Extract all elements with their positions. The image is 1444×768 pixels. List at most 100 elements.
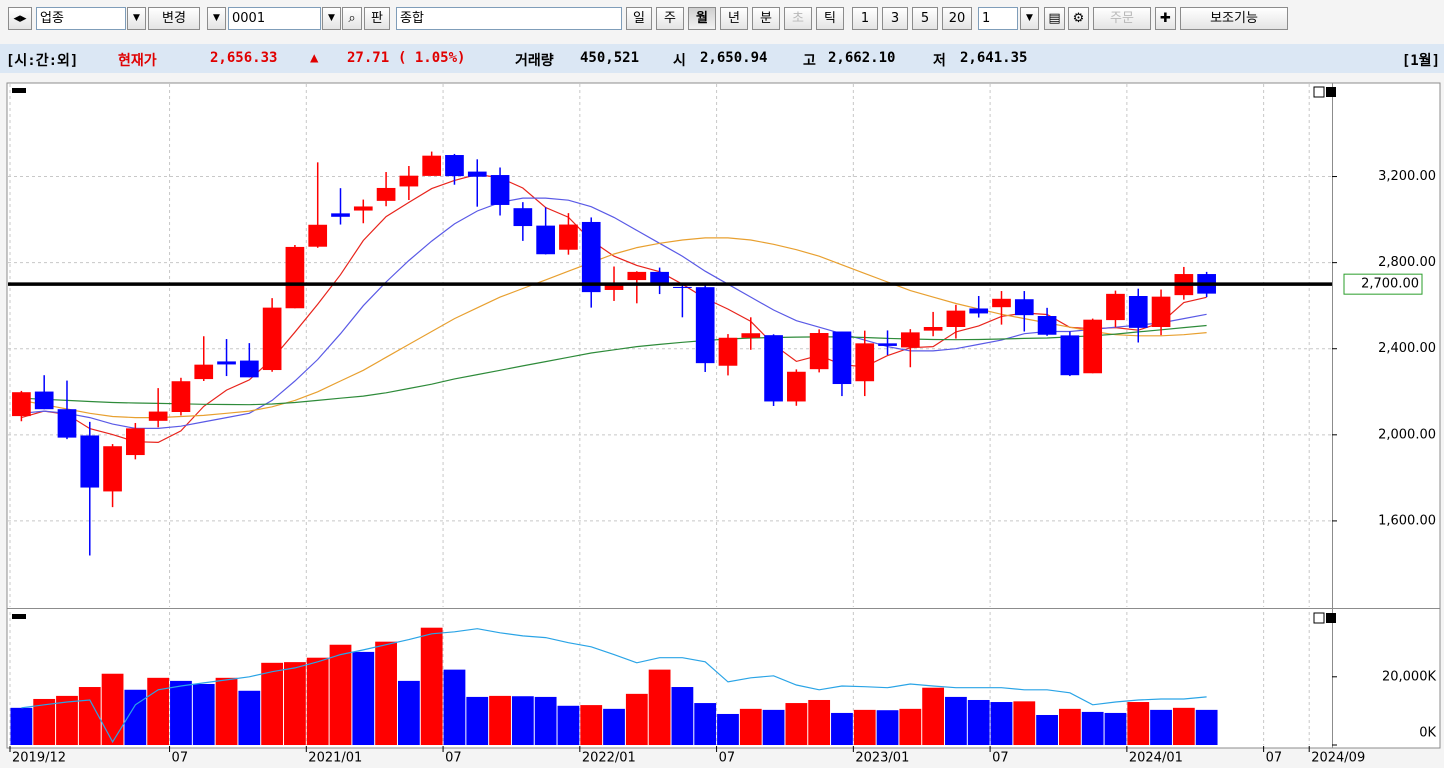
- volume-bar: [1104, 712, 1127, 745]
- x-tick-label: 07: [445, 751, 462, 766]
- volume-bar: [261, 662, 284, 745]
- change-button[interactable]: 변경: [148, 7, 200, 30]
- volume-bar: [739, 708, 762, 745]
- dropdown-button[interactable]: ▼: [127, 7, 146, 30]
- volume-bar: [899, 708, 922, 745]
- volume-bar: [967, 699, 990, 745]
- x-tick-label: 07: [992, 751, 1009, 766]
- dropdown-button[interactable]: ▼: [1020, 7, 1039, 30]
- x-tick-label: 2023/01: [855, 751, 909, 766]
- volume-bar: [853, 709, 876, 745]
- candle-body: [923, 326, 943, 331]
- candle-body: [12, 392, 31, 417]
- price: 2,656.33: [210, 50, 278, 66]
- volume-bar: [489, 695, 511, 745]
- x-tick-label: 07: [719, 751, 736, 766]
- board-button[interactable]: 판: [364, 7, 390, 30]
- minimize-button[interactable]: [1313, 86, 1325, 98]
- candle-body: [217, 361, 236, 365]
- period-button[interactable]: 주: [656, 7, 684, 30]
- interval-button[interactable]: 3: [882, 7, 908, 30]
- volume-bar: [876, 710, 899, 745]
- close-button[interactable]: [1326, 613, 1336, 623]
- volume-bar: [170, 680, 192, 745]
- x-tick-label: 2022/01: [582, 751, 636, 766]
- volume-bar: [671, 687, 694, 745]
- candle-body: [764, 335, 783, 402]
- y-tick-label: 0K: [1419, 726, 1436, 741]
- settings-button[interactable]: ⚙: [1068, 7, 1089, 30]
- volume-bar: [375, 641, 397, 745]
- volume-bar: [603, 708, 625, 745]
- volume-bar: [534, 696, 557, 745]
- volume-bar: [124, 689, 147, 745]
- volume-bar: [1127, 702, 1150, 745]
- candle-body: [331, 213, 350, 217]
- name-field[interactable]: 종합: [396, 7, 622, 30]
- candle-body: [1106, 293, 1125, 321]
- candle-body: [34, 391, 54, 410]
- y-tick-label: 2,000.00: [1378, 427, 1436, 442]
- period-button[interactable]: 년: [720, 7, 748, 30]
- interval-button[interactable]: 1: [852, 7, 878, 30]
- candle-body: [422, 155, 442, 176]
- period-button[interactable]: 일: [626, 7, 652, 30]
- volume-bar: [580, 705, 603, 745]
- period-button[interactable]: 월: [688, 7, 716, 30]
- order-button: 주문: [1093, 7, 1151, 30]
- candle-body: [855, 343, 875, 382]
- nav-arrows[interactable]: ◂▸: [8, 7, 32, 30]
- volume-bar: [945, 696, 967, 745]
- volume-bar: [990, 702, 1013, 745]
- x-tick-label: 07: [1266, 751, 1283, 766]
- volume-bar: [785, 703, 808, 745]
- reference-label: 2,700.00: [1361, 277, 1419, 292]
- change-arrow: ▲: [310, 50, 319, 66]
- volume-bar: [511, 696, 534, 745]
- candle-body: [57, 409, 77, 438]
- dropdown-button[interactable]: ▼: [207, 7, 226, 30]
- code-input[interactable]: 0001: [228, 7, 321, 30]
- crosshair-button[interactable]: ✚: [1155, 7, 1176, 30]
- aux-function-button[interactable]: 보조기능: [1180, 7, 1288, 30]
- search-button[interactable]: ⌕: [342, 7, 362, 30]
- volume-bar: [397, 680, 420, 745]
- candle-body: [376, 187, 396, 201]
- period-button[interactable]: 분: [752, 7, 780, 30]
- candle-body: [467, 171, 487, 177]
- low-label: 저: [933, 53, 946, 69]
- icon-button[interactable]: ▤: [1044, 7, 1065, 30]
- count-input[interactable]: 1: [978, 7, 1018, 30]
- candle-body: [103, 446, 122, 492]
- x-tick-label: 2024/09: [1311, 751, 1365, 766]
- volume-bar: [306, 657, 329, 745]
- dropdown-button[interactable]: ▼: [322, 7, 341, 30]
- period-button[interactable]: 틱: [816, 7, 844, 30]
- panel-icon[interactable]: [12, 88, 26, 93]
- interval-button[interactable]: 5: [912, 7, 938, 30]
- volume-bar: [215, 677, 238, 745]
- interval-button[interactable]: 20: [942, 7, 972, 30]
- open-label: 시: [673, 53, 686, 69]
- volume-bar: [10, 707, 33, 745]
- candle-body: [80, 435, 100, 488]
- candle-body: [581, 221, 601, 293]
- candle-body: [718, 337, 738, 366]
- volume-bar: [147, 677, 170, 745]
- close-button[interactable]: [1326, 87, 1336, 97]
- candle-body: [650, 271, 669, 286]
- candle-body: [809, 333, 829, 370]
- x-tick-label: 2024/01: [1129, 751, 1183, 766]
- volume-bar: [1150, 709, 1172, 745]
- candle-body: [262, 307, 282, 371]
- candle-body: [513, 208, 533, 227]
- volume-bar: [238, 690, 261, 745]
- market-type-combo[interactable]: 업종: [36, 7, 126, 30]
- candle-body: [353, 206, 373, 211]
- candle-body: [490, 175, 510, 205]
- panel-icon[interactable]: [12, 614, 26, 619]
- volume-bar: [101, 673, 124, 745]
- candle-body: [285, 246, 305, 309]
- minimize-button[interactable]: [1313, 612, 1325, 624]
